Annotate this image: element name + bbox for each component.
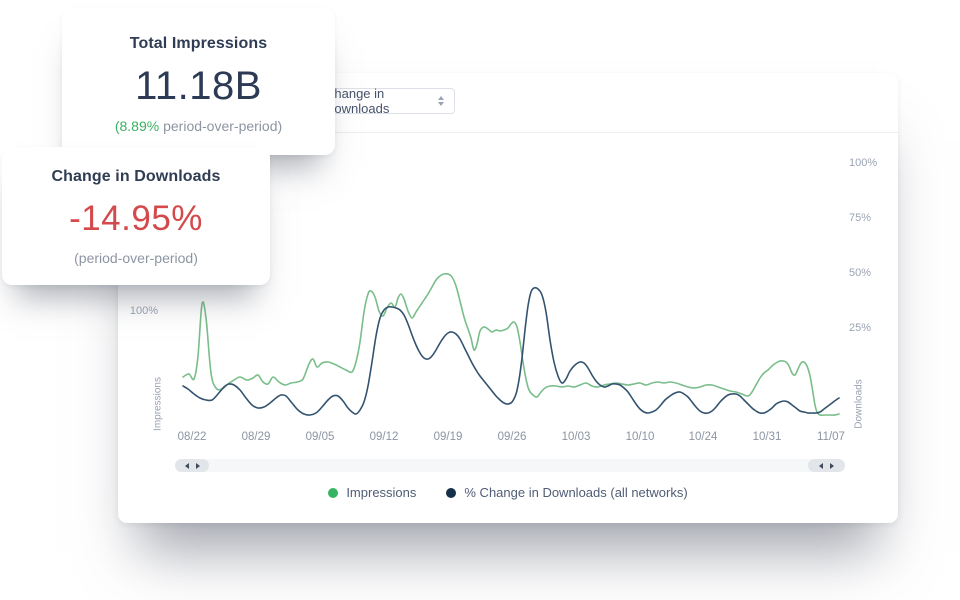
x-axis-tick-label: 10/10 bbox=[625, 431, 655, 443]
scroll-next-icon[interactable] bbox=[195, 462, 200, 469]
total-impressions-card: Total Impressions 11.18B (8.89% period-o… bbox=[62, 8, 335, 155]
legend-label: Impressions bbox=[346, 485, 417, 500]
y-axis-tick-downloads-50: 50% bbox=[849, 267, 872, 279]
y-axis-tick-downloads-75: 75% bbox=[849, 212, 872, 224]
metric-select-value: Change in Downloads bbox=[325, 86, 390, 116]
chart-canvas[interactable] bbox=[118, 73, 898, 523]
x-axis-tick-label: 11/07 bbox=[817, 431, 845, 443]
y-axis-tick-impressions-100: 100% bbox=[129, 305, 158, 317]
series-line-0 bbox=[182, 272, 840, 417]
card-value: 11.18B bbox=[135, 64, 262, 108]
card-subtitle: (period-over-period) bbox=[74, 250, 198, 266]
y-axis-tick-downloads-100: 100% bbox=[849, 157, 878, 169]
card-subtitle-rest: period-over-period) bbox=[159, 118, 283, 134]
scroll-prev-icon[interactable] bbox=[819, 462, 823, 469]
x-axis-tick-label: 10/31 bbox=[752, 431, 782, 443]
x-axis-tick-label: 09/12 bbox=[369, 431, 399, 443]
change-in-downloads-card: Change in Downloads -14.95% (period-over… bbox=[2, 147, 270, 285]
downloads-dot-icon bbox=[446, 487, 457, 498]
legend-label: % Change in Downloads (all networks) bbox=[464, 485, 688, 500]
scroll-left-buttons[interactable] bbox=[175, 459, 209, 472]
chart-panel: Change in Downloads 100% 100% 75% 50% 25… bbox=[118, 73, 898, 523]
metric-select[interactable]: Change in Downloads bbox=[312, 86, 455, 116]
x-axis-tick-label: 09/19 bbox=[433, 431, 463, 443]
x-axis-tick-label: 10/24 bbox=[688, 431, 718, 443]
panel-divider bbox=[118, 132, 898, 133]
impressions-dot-icon bbox=[328, 487, 339, 498]
chart-legend: Impressions % Change in Downloads (all n… bbox=[118, 485, 898, 500]
card-subtitle-percent: (8.89% bbox=[114, 118, 160, 134]
card-value: -14.95% bbox=[69, 199, 203, 238]
card-title: Total Impressions bbox=[129, 35, 268, 52]
select-updown-chevron-icon bbox=[438, 96, 444, 106]
scroll-prev-icon[interactable] bbox=[184, 462, 189, 469]
y-axis-tick-downloads-25: 25% bbox=[849, 322, 872, 334]
x-axis-tick-label: 10/03 bbox=[561, 431, 591, 443]
chart-scrollbar-track[interactable] bbox=[175, 459, 845, 472]
x-axis-tick-label: 08/22 bbox=[177, 431, 207, 443]
x-axis-tick-label: 09/05 bbox=[305, 431, 335, 443]
y-axis-title-downloads: Downloads bbox=[853, 379, 865, 429]
x-axis-labels: 08/22 08/29 09/05 09/12 09/19 09/26 10/03 10/10… bbox=[118, 431, 898, 447]
chart-layer: 100% 100% 75% 50% 25% Impressions Downlo… bbox=[118, 73, 898, 523]
card-subtitle: (8.89% period-over-period) bbox=[62, 118, 335, 134]
y-axis-title-impressions: Impressions bbox=[152, 377, 164, 431]
series-line-1 bbox=[182, 286, 840, 416]
legend-item-downloads[interactable]: % Change in Downloads (all networks) bbox=[446, 485, 688, 500]
x-axis-tick-label: 08/29 bbox=[241, 431, 271, 443]
x-axis-tick-label: 09/26 bbox=[497, 431, 527, 443]
legend-item-impressions[interactable]: Impressions bbox=[328, 485, 416, 500]
scroll-right-buttons[interactable] bbox=[808, 459, 845, 472]
scroll-next-icon[interactable] bbox=[830, 462, 834, 469]
card-title: Change in Downloads bbox=[51, 168, 221, 185]
